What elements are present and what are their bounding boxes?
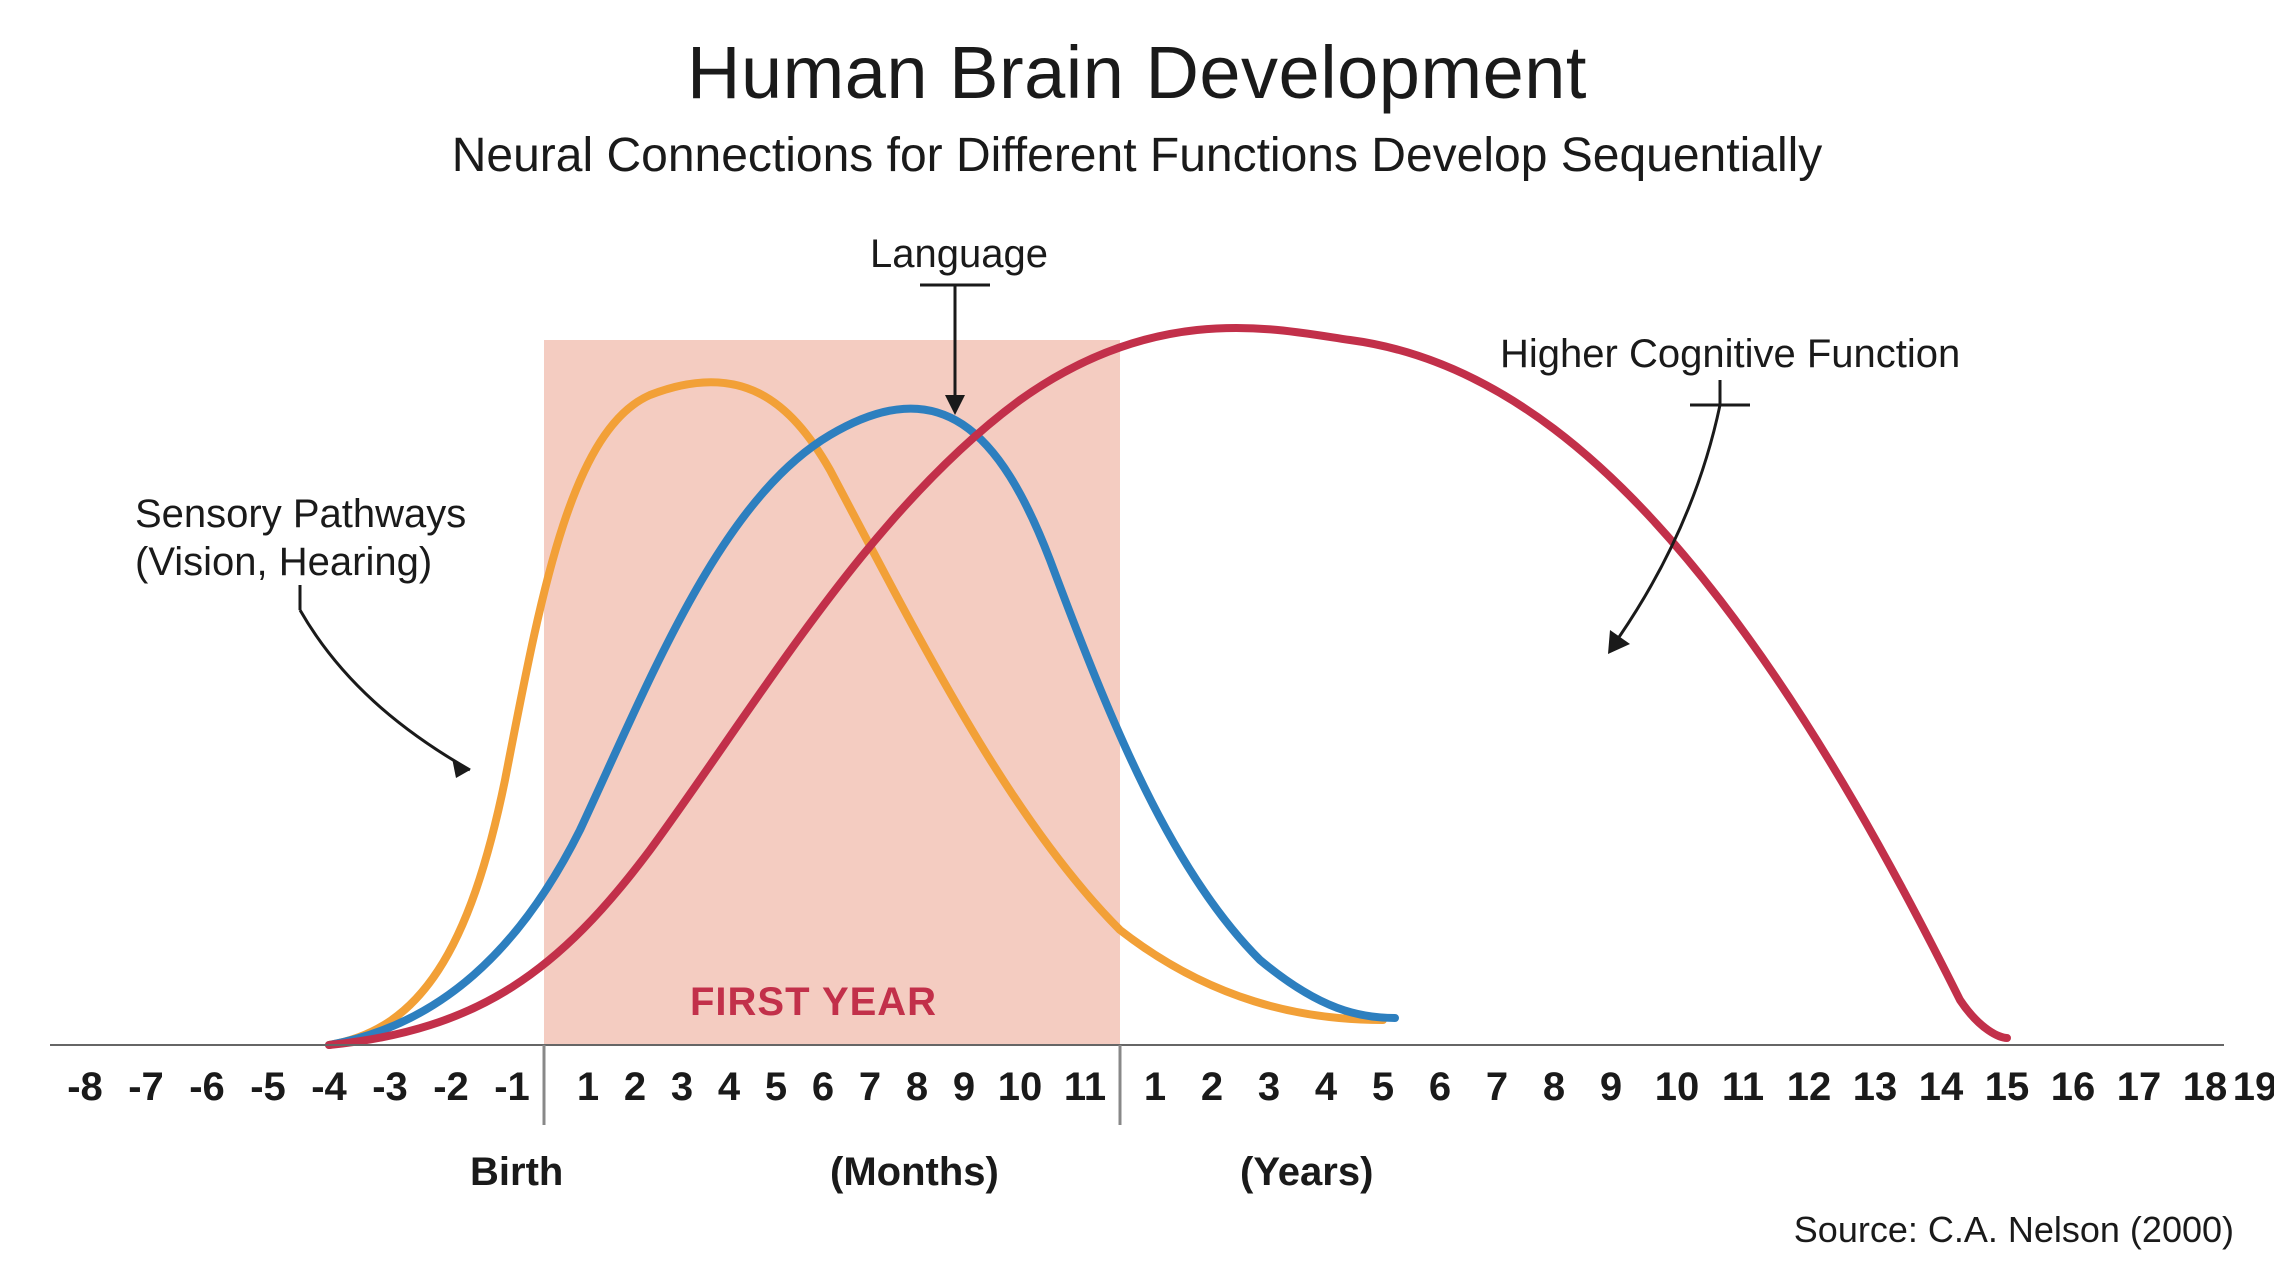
tick-label: 3 (671, 1065, 693, 1109)
arrowhead-cognitive (1608, 630, 1630, 654)
first-year-label: FIRST YEAR (690, 980, 937, 1025)
tick-label: 2 (624, 1065, 646, 1109)
label-cognitive-text: Higher Cognitive Function (1500, 332, 1960, 376)
tick-label: -3 (372, 1065, 408, 1109)
source-citation: Source: C.A. Nelson (2000) (1794, 1209, 2234, 1251)
tick-label: -5 (250, 1065, 286, 1109)
tick-label: 14 (1919, 1065, 1964, 1109)
tick-label: 12 (1787, 1065, 1832, 1109)
tick-label: 8 (906, 1065, 928, 1109)
tick-label: -6 (189, 1065, 225, 1109)
tick-label: -4 (311, 1065, 347, 1109)
arrow-sensory (300, 610, 470, 770)
tick-label: 13 (1853, 1065, 1898, 1109)
tick-label: 16 (2051, 1065, 2096, 1109)
months-label: (Months) (830, 1150, 999, 1195)
label-sensory-line1: Sensory Pathways (135, 492, 466, 536)
label-language-text: Language (870, 232, 1048, 276)
tick-label: 6 (812, 1065, 834, 1109)
years-label: (Years) (1240, 1150, 1373, 1195)
tick-label: 4 (718, 1065, 741, 1109)
tick-label: 11 (1064, 1065, 1106, 1109)
tick-label: 10 (998, 1065, 1043, 1109)
tick-label: 3 (1258, 1065, 1280, 1109)
tick-label: 5 (765, 1065, 787, 1109)
tick-label: 1 (1144, 1065, 1166, 1109)
first-year-band (544, 340, 1120, 1045)
tick-label: 2 (1201, 1065, 1223, 1109)
label-sensory-line2: (Vision, Hearing) (135, 540, 432, 584)
tick-label: 9 (953, 1065, 975, 1109)
tick-label: 7 (859, 1065, 881, 1109)
label-sensory: Sensory Pathways (Vision, Hearing) (135, 490, 466, 586)
tick-label: 7 (1486, 1065, 1508, 1109)
tick-label: 15 (1985, 1065, 2030, 1109)
tick-label: 5 (1372, 1065, 1394, 1109)
chart-container: Human Brain Development Neural Connectio… (0, 0, 2274, 1281)
tick-label: -7 (128, 1065, 164, 1109)
label-cognitive: Higher Cognitive Function (1500, 330, 1960, 378)
tick-label: 8 (1543, 1065, 1565, 1109)
tick-label: -2 (433, 1065, 469, 1109)
tick-label: 18 (2183, 1065, 2228, 1109)
tick-label: 4 (1315, 1065, 1338, 1109)
chart-svg: -8-7-6-5-4-3-2-1123456789101112345678910… (0, 0, 2274, 1281)
tick-label: 11 (1722, 1065, 1764, 1109)
label-language: Language (870, 230, 1048, 278)
tick-label: -1 (494, 1065, 530, 1109)
tick-label: 1 (577, 1065, 599, 1109)
tick-label: -8 (67, 1065, 103, 1109)
tick-label: 17 (2117, 1065, 2162, 1109)
tick-label: 9 (1600, 1065, 1622, 1109)
tick-labels: -8-7-6-5-4-3-2-1123456789101112345678910… (67, 1065, 2274, 1109)
tick-label: 10 (1655, 1065, 1700, 1109)
tick-label: 6 (1429, 1065, 1451, 1109)
tick-label: 19 (2233, 1065, 2274, 1109)
birth-label: Birth (470, 1150, 563, 1195)
